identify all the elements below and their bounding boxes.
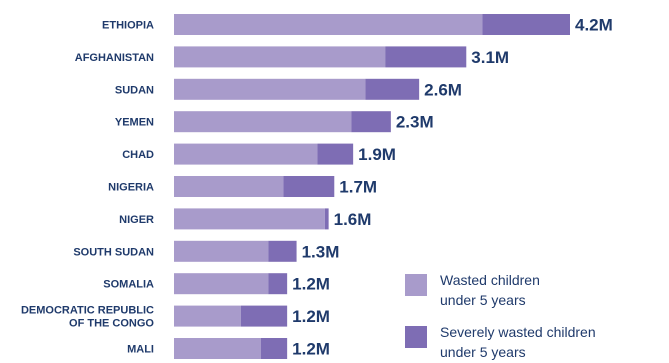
bar-severely-wasted [351,111,391,133]
bar-wasted [174,176,284,197]
bar-wasted [174,143,318,165]
total-value-label: 2.6M [424,80,462,99]
bar-wasted [174,273,269,295]
bar-severely-wasted [482,14,570,35]
bar-wasted [174,208,325,230]
bar-wasted [174,46,386,68]
bar-severely-wasted [268,240,297,262]
category-label: MALI [127,344,154,356]
category-label: NIGERIA [108,182,154,194]
total-value-label: 1.6M [334,210,372,229]
bar-wasted [174,305,241,327]
category-label: SOMALIA [103,279,154,291]
total-value-label: 1.3M [302,242,340,261]
bar-wasted [174,240,269,262]
bar-wasted [174,78,366,100]
bar-severely-wasted [385,46,467,68]
total-value-label: 1.9M [358,145,396,164]
category-label: SUDAN [115,84,154,96]
category-label: DEMOCRATIC REPUBLIC OF THE CONGO [21,305,154,330]
category-label: CHAD [122,149,154,161]
total-value-label: 3.1M [471,48,509,67]
legend-label-wasted: Wasted children under 5 years [440,272,540,308]
bar-severely-wasted [260,338,288,359]
category-label: ETHIOPIA [102,20,154,32]
bar-severely-wasted [240,305,288,327]
legend-label-severely-wasted: Severely wasted children under 5 years [440,324,596,360]
legend-swatch-severely-wasted [405,326,427,348]
bar-wasted [174,338,261,359]
bar-severely-wasted [317,143,354,165]
legend-swatch-wasted [405,274,427,296]
bar-severely-wasted [268,273,288,295]
total-value-label: 1.2M [292,340,330,359]
total-value-label: 1.2M [292,275,330,294]
bar-severely-wasted [283,176,335,197]
category-label: YEMEN [115,117,154,129]
bar-severely-wasted [324,208,329,230]
category-label: SOUTH SUDAN [73,246,154,258]
bar-wasted [174,14,483,35]
bar-wasted [174,111,352,133]
total-value-label: 2.3M [396,113,434,132]
category-label: NIGER [119,214,154,226]
category-label: AFGHANISTAN [75,52,154,64]
bar-severely-wasted [365,78,420,100]
total-value-label: 4.2M [575,16,613,35]
total-value-label: 1.7M [339,178,377,197]
total-value-label: 1.2M [292,307,330,326]
